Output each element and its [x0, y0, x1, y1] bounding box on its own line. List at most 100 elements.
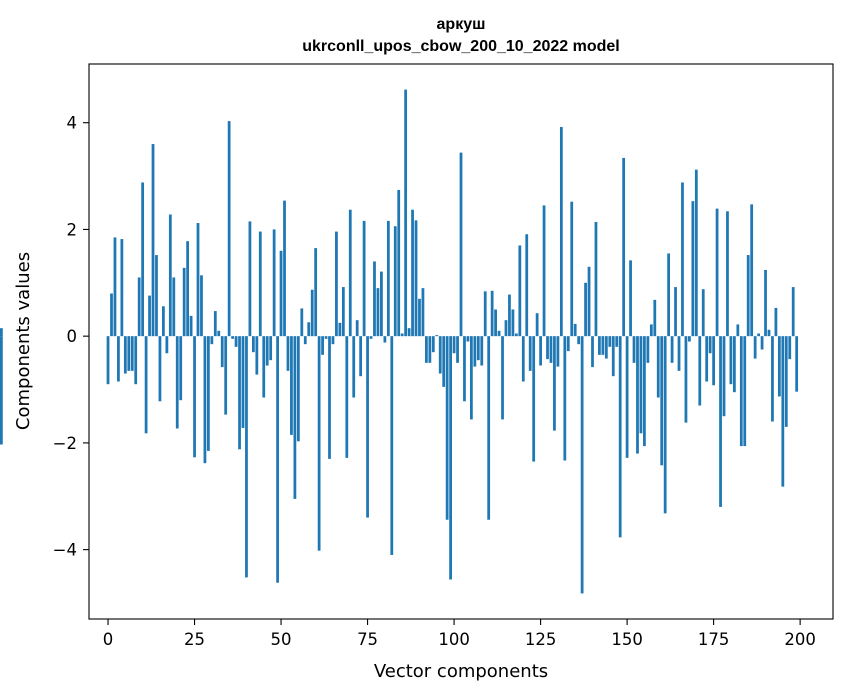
bar-11 [144, 336, 148, 434]
bar-100 [452, 336, 456, 354]
bar-148 [618, 336, 622, 538]
bar-59 [310, 289, 314, 337]
bar-192 [771, 336, 774, 422]
bar-179 [726, 211, 729, 337]
bar-155 [643, 336, 646, 447]
bar-57 [303, 336, 307, 345]
bar-169 [691, 201, 695, 337]
bar-172 [701, 289, 705, 337]
bar-89 [414, 220, 418, 337]
bar-109 [483, 291, 487, 337]
bar-12 [148, 295, 151, 337]
bar-46 [265, 336, 269, 366]
bar-75 [366, 336, 369, 518]
bar-39 [241, 336, 245, 428]
bar-185 [746, 255, 750, 337]
bar-116 [508, 294, 511, 337]
bar-56 [300, 308, 304, 337]
x-tick-label-50: 50 [271, 630, 292, 649]
bar-123 [532, 336, 536, 462]
bar-194 [777, 336, 781, 397]
bar-24 [189, 315, 193, 337]
bar-193 [774, 307, 778, 337]
bar-37 [234, 336, 238, 347]
bar-181 [732, 336, 736, 393]
bar-73 [359, 336, 363, 377]
bar-0 [106, 336, 110, 385]
bar-58 [307, 322, 311, 337]
bar-47 [269, 336, 273, 361]
bar-3 [117, 336, 120, 382]
x-axis-ticks: 0 25 50 75 100 125 150 175 200 [103, 619, 816, 649]
bar-175 [712, 336, 715, 386]
bar-101 [456, 336, 459, 363]
bar-40 [245, 336, 248, 578]
bar-76 [369, 336, 373, 339]
bar-134 [570, 201, 574, 337]
bar-182 [736, 324, 740, 337]
bar-166 [681, 182, 684, 337]
bar-121 [525, 234, 529, 337]
bar-95 [435, 335, 439, 337]
bar-92 [425, 336, 428, 363]
bar-120 [521, 336, 525, 382]
bar-20 [175, 336, 179, 429]
bar-51 [283, 200, 286, 337]
bar-174 [708, 336, 712, 354]
bar-85 [400, 333, 404, 337]
bar-141 [594, 221, 598, 337]
bar-71 [352, 336, 356, 398]
bar-136 [577, 336, 581, 345]
bar-28 [203, 336, 207, 464]
bar-68 [341, 287, 345, 337]
x-tick-label-75: 75 [357, 630, 378, 649]
bar-72 [355, 320, 359, 337]
bar-93 [428, 336, 432, 363]
bar-119 [518, 245, 522, 337]
bar-137 [580, 336, 584, 594]
bar-42 [251, 336, 255, 353]
bar-183 [739, 336, 743, 447]
bar-154 [639, 336, 643, 434]
bar-2 [113, 237, 117, 337]
bar-66 [335, 231, 338, 337]
bar-98 [445, 336, 449, 520]
bar-150 [625, 336, 629, 458]
bar-53 [290, 336, 293, 435]
bar-50 [279, 250, 283, 337]
bar-138 [584, 282, 587, 337]
bar-199 [795, 336, 799, 392]
bar-165 [677, 336, 681, 371]
bar-26 [196, 223, 200, 337]
bar-104 [466, 336, 470, 342]
bar-8 [134, 336, 138, 385]
bar-60 [314, 248, 318, 337]
chart-title-line1: аркуш [437, 16, 486, 33]
bar-127 [546, 336, 549, 360]
x-tick-label-150: 150 [611, 630, 643, 649]
bar-180 [729, 336, 733, 385]
bar-171 [698, 336, 702, 406]
bar-160 [660, 336, 664, 466]
y-tick-label-4: 4 [67, 114, 78, 133]
bar-6 [127, 336, 131, 371]
bar-64 [328, 336, 331, 459]
bars-group [0, 89, 799, 594]
bar-102 [459, 152, 463, 337]
bar-189 [760, 336, 764, 350]
bar-133 [566, 336, 570, 352]
x-tick-label-0: 0 [103, 630, 114, 649]
bar-195 [781, 336, 785, 487]
bar-22 [182, 267, 186, 337]
bar-19 [172, 277, 176, 337]
bar-18 [168, 214, 172, 337]
bar-30 [210, 336, 214, 345]
bar-122 [528, 336, 532, 371]
y-tick-label-2: 2 [67, 220, 78, 239]
bar-159 [656, 336, 660, 398]
bar-54 [293, 336, 297, 499]
bar-62 [321, 336, 324, 355]
bar-99 [449, 336, 452, 580]
bar-4 [120, 239, 124, 337]
